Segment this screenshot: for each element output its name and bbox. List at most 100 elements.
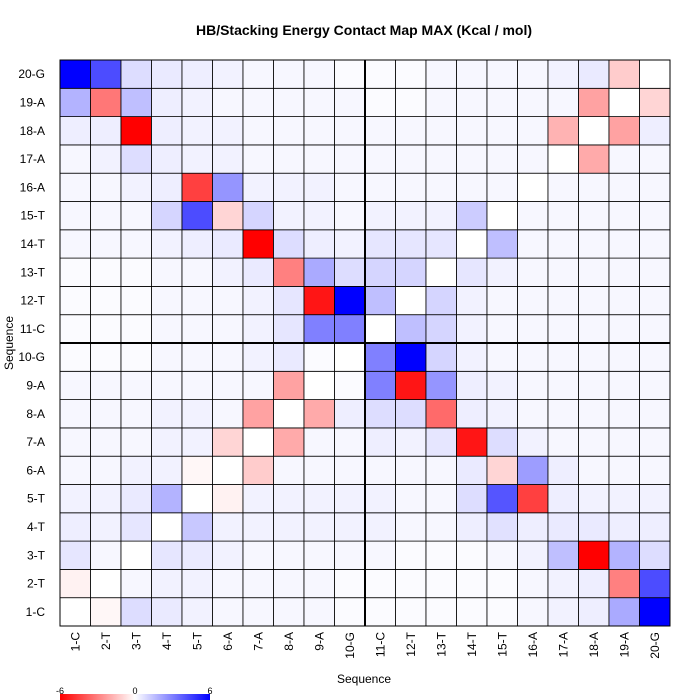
heatmap-cell-17-A-10-G xyxy=(334,144,366,174)
heatmap-cell-12-T-16-A xyxy=(517,285,549,316)
heatmap-cell-13-T-7-A xyxy=(242,257,274,287)
heatmap-cell-7-A-13-T xyxy=(425,427,457,457)
heatmap-cell-3-T-20-G xyxy=(639,540,671,570)
heatmap-cell-2-T-9-A xyxy=(303,569,335,599)
heatmap-cell-9-A-18-A xyxy=(578,370,610,400)
heatmap-cell-14-T-2-T xyxy=(90,229,122,259)
heatmap-cell-2-T-1-C xyxy=(59,569,91,599)
heatmap-cell-13-T-18-A xyxy=(578,257,610,287)
heatmap-cell-11-C-9-A xyxy=(303,314,335,344)
heatmap-cell-16-A-14-T xyxy=(456,172,488,202)
heatmap-cell-10-G-14-T xyxy=(456,342,488,372)
heatmap-cell-11-C-14-T xyxy=(456,314,488,344)
heatmap-cell-1-C-2-T xyxy=(90,597,122,627)
heatmap-cell-11-C-18-A xyxy=(578,314,610,344)
heatmap-cell-7-A-6-A xyxy=(212,427,244,457)
heatmap-cell-16-A-17-A xyxy=(547,172,579,202)
heatmap-cell-10-G-11-C xyxy=(364,342,396,372)
heatmap-cell-8-A-6-A xyxy=(212,399,244,429)
heatmap-cell-12-T-2-T xyxy=(90,285,122,316)
y-tick-label-18-A: 18-A xyxy=(20,124,45,138)
heatmap-cell-1-C-3-T xyxy=(120,597,152,627)
heatmap-cell-19-A-3-T xyxy=(120,87,152,118)
heatmap-cell-5-T-17-A xyxy=(547,484,579,514)
heatmap-cell-11-C-2-T xyxy=(90,314,122,344)
heatmap-cell-10-G-2-T xyxy=(90,342,122,372)
y-tick-label-10-G: 10-G xyxy=(18,350,45,364)
x-tick-label-16-A: 16-A xyxy=(526,632,540,657)
heatmap-cell-20-G-1-C xyxy=(59,59,91,89)
colorbar-tick-mid: 0 xyxy=(132,686,137,696)
heatmap-cell-16-A-2-T xyxy=(90,172,122,202)
heatmap-cell-13-T-19-A xyxy=(608,257,640,287)
heatmap-cell-3-T-11-C xyxy=(364,540,396,570)
x-tick-label-9-A: 9-A xyxy=(312,632,326,651)
heatmap-cell-3-T-1-C xyxy=(59,540,91,570)
heatmap-cell-12-T-13-T xyxy=(425,285,457,316)
heatmap-cell-17-A-15-T xyxy=(486,144,518,174)
heatmap-cell-9-A-2-T xyxy=(90,370,122,400)
heatmap-cell-11-C-5-T xyxy=(181,314,213,344)
heatmap-cell-7-A-14-T xyxy=(456,427,488,457)
heatmap-cell-4-T-9-A xyxy=(303,512,335,542)
heatmap-cell-1-C-16-A xyxy=(517,597,549,627)
heatmap-cell-19-A-6-A xyxy=(212,87,244,118)
heatmap-cell-4-T-8-A xyxy=(273,512,305,542)
heatmap-cell-7-A-20-G xyxy=(639,427,671,457)
heatmap-cell-19-A-1-C xyxy=(59,87,91,118)
heatmap-cell-10-G-17-A xyxy=(547,342,579,372)
heatmap-cell-17-A-17-A xyxy=(547,144,579,174)
heatmap-cell-10-G-1-C xyxy=(59,342,91,372)
heatmap-cell-5-T-1-C xyxy=(59,484,91,514)
heatmap-cell-9-A-4-T xyxy=(151,370,183,400)
y-tick-label-3-T: 3-T xyxy=(27,548,46,562)
heatmap-cell-3-T-10-G xyxy=(334,540,366,570)
heatmap-cell-19-A-11-C xyxy=(364,87,396,118)
heatmap-cell-1-C-8-A xyxy=(273,597,305,627)
y-tick-label-6-A: 6-A xyxy=(26,463,45,477)
heatmap-cell-13-T-8-A xyxy=(273,257,305,287)
heatmap-cell-6-A-9-A xyxy=(303,455,335,485)
heatmap-cell-20-G-9-A xyxy=(303,59,335,89)
heatmap-cell-16-A-19-A xyxy=(608,172,640,202)
heatmap-cell-11-C-11-C xyxy=(364,314,396,344)
heatmap-cell-3-T-2-T xyxy=(90,540,122,570)
heatmap-cell-5-T-14-T xyxy=(456,484,488,514)
heatmap-cell-19-A-19-A xyxy=(608,87,640,118)
heatmap-cell-1-C-6-A xyxy=(212,597,244,627)
heatmap-cell-16-A-12-T xyxy=(395,172,427,202)
heatmap-cell-15-T-19-A xyxy=(608,201,640,231)
heatmap-cell-6-A-11-C xyxy=(364,455,396,485)
heatmap-cell-3-T-5-T xyxy=(181,540,213,570)
heatmap-cell-3-T-8-A xyxy=(273,540,305,570)
heatmap-cell-14-T-1-C xyxy=(59,229,91,259)
heatmap-cell-14-T-18-A xyxy=(578,229,610,259)
heatmap-cell-20-G-5-T xyxy=(181,59,213,89)
heatmap-cell-14-T-13-T xyxy=(425,229,457,259)
heatmap-cell-1-C-12-T xyxy=(395,597,427,627)
heatmap-cell-12-T-8-A xyxy=(273,285,305,316)
heatmap-cell-7-A-1-C xyxy=(59,427,91,457)
heatmap-cell-9-A-9-A xyxy=(303,370,335,400)
heatmap-cell-4-T-5-T xyxy=(181,512,213,542)
heatmap-cell-2-T-11-C xyxy=(364,569,396,599)
y-tick-label-5-T: 5-T xyxy=(27,492,46,506)
heatmap-cell-15-T-3-T xyxy=(120,201,152,231)
heatmap-cell-6-A-7-A xyxy=(242,455,274,485)
heatmap-cell-20-G-8-A xyxy=(273,59,305,89)
y-tick-label-9-A: 9-A xyxy=(26,378,45,392)
heatmap-cell-8-A-12-T xyxy=(395,399,427,429)
heatmap-cell-12-T-9-A xyxy=(303,285,335,316)
heatmap-cell-5-T-10-G xyxy=(334,484,366,514)
heatmap-cell-19-A-20-G xyxy=(639,87,671,118)
heatmap-cell-9-A-6-A xyxy=(212,370,244,400)
heatmap-cell-15-T-2-T xyxy=(90,201,122,231)
heatmap-cell-18-A-20-G xyxy=(639,116,671,146)
heatmap-cell-7-A-5-T xyxy=(181,427,213,457)
x-tick-label-2-T: 2-T xyxy=(99,631,113,650)
heatmap-cell-13-T-20-G xyxy=(639,257,671,287)
heatmap-cell-10-G-15-T xyxy=(486,342,518,372)
heatmap-cell-4-T-6-A xyxy=(212,512,244,542)
heatmap-cell-15-T-12-T xyxy=(395,201,427,231)
heatmap-cell-18-A-4-T xyxy=(151,116,183,146)
